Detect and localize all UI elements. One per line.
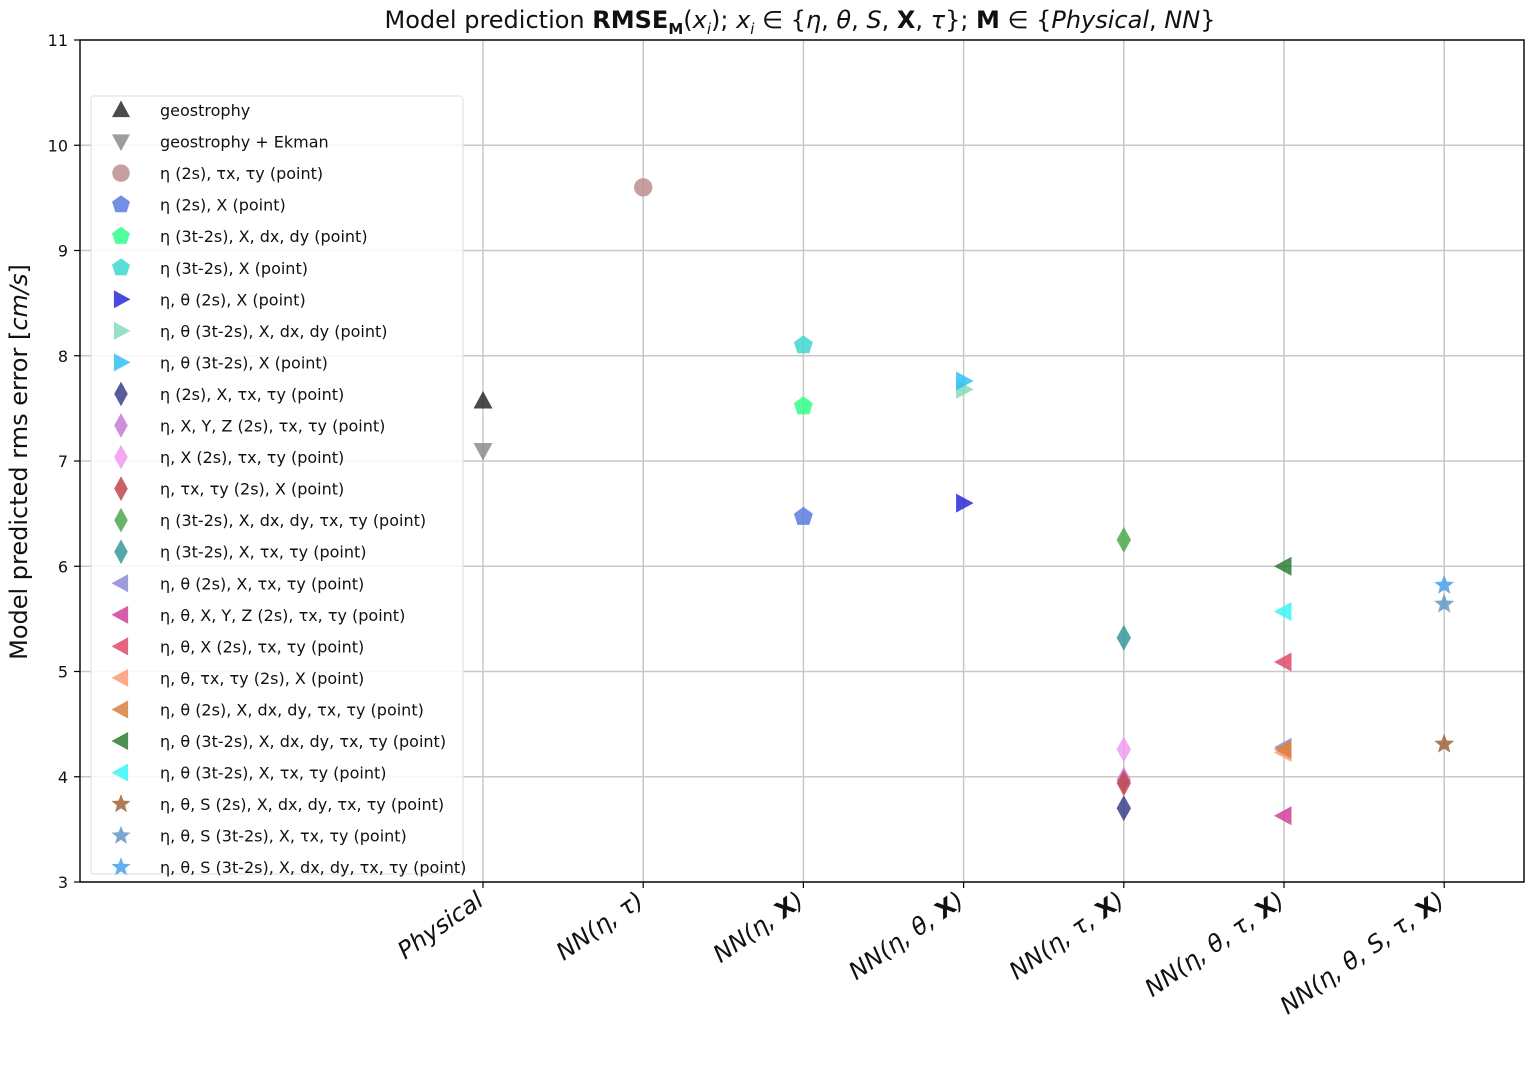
legend-marker xyxy=(112,226,130,244)
x-tick-label: NN(η, θ, τ, X) xyxy=(1140,886,1290,1003)
legend-marker xyxy=(111,605,129,624)
legend-label: η (2s), τx, τy (point) xyxy=(160,164,323,183)
x-tick-label: NN(η, τ, X) xyxy=(1004,886,1129,985)
data-point xyxy=(956,493,974,513)
legend-marker xyxy=(111,574,129,593)
chart-title: Model prediction RMSEM(xi); xi ∈ {η, θ, … xyxy=(385,6,1216,38)
data-point xyxy=(1434,574,1455,594)
data-point xyxy=(1274,652,1292,672)
y-tick-label: 11 xyxy=(48,31,68,50)
legend-marker xyxy=(112,100,130,118)
x-tick-label: NN(η, θ, S, τ, X) xyxy=(1275,886,1450,1020)
data-point xyxy=(1116,770,1131,797)
y-tick-label: 4 xyxy=(58,768,68,787)
legend-box xyxy=(90,95,464,875)
data-point xyxy=(793,396,813,415)
legend-label: η, θ, τx, τy (2s), X (point) xyxy=(160,669,364,688)
legend-marker xyxy=(111,637,129,656)
data-point xyxy=(1274,556,1292,576)
legend-label: η, τx, τy (2s), X (point) xyxy=(160,480,344,499)
legend-marker xyxy=(114,507,128,533)
data-point xyxy=(1434,733,1455,753)
legend-label: η, θ, X (2s), τx, τy (point) xyxy=(160,637,364,656)
legend-marker xyxy=(111,668,129,687)
legend-label: η, θ, S (3t-2s), X, τx, τy (point) xyxy=(160,827,407,846)
legend-label: η (3t-2s), X (point) xyxy=(160,259,308,278)
legend-label: η, X, Y, Z (2s), τx, τy (point) xyxy=(160,417,385,436)
legend-marker xyxy=(112,164,130,182)
legend-marker xyxy=(111,825,131,844)
legend-label: η (3t-2s), X, dx, dy (point) xyxy=(160,227,368,246)
data-point xyxy=(793,335,813,354)
legend-label: η, θ (3t-2s), X, dx, dy (point) xyxy=(160,322,388,341)
legend-label: η, θ (3t-2s), X (point) xyxy=(160,353,328,372)
data-point xyxy=(473,443,493,461)
data-point xyxy=(1116,526,1131,553)
plot-frame xyxy=(79,39,1525,883)
legend-label: η, θ (3t-2s), X, τx, τy (point) xyxy=(160,764,386,783)
legend-label: η (3t-2s), X, dx, dy, τx, τy (point) xyxy=(160,511,426,530)
legend-label: η (3t-2s), X, τx, τy (point) xyxy=(160,543,367,562)
y-tick-label: 10 xyxy=(48,136,68,155)
data-point xyxy=(473,391,493,409)
y-tick-label: 6 xyxy=(58,557,68,576)
legend-marker xyxy=(111,732,129,750)
data-point xyxy=(634,178,653,197)
y-tick-label: 3 xyxy=(58,873,68,892)
legend-label: η, θ (2s), X, τx, τy (point) xyxy=(160,574,364,593)
x-tick-label: NN(η, X) xyxy=(708,886,809,968)
legend-marker xyxy=(114,476,128,501)
y-tick-label: 7 xyxy=(58,452,68,471)
data-point xyxy=(793,506,813,525)
legend-marker xyxy=(114,444,128,470)
data-point xyxy=(1274,739,1292,759)
legend-marker xyxy=(113,353,131,372)
data-point xyxy=(956,371,974,391)
legend-label: η, θ, S (2s), X, dx, dy, τx, τy (point) xyxy=(160,795,444,814)
legend-marker xyxy=(111,857,131,876)
legend-marker xyxy=(113,290,131,309)
y-tick-label: 5 xyxy=(58,663,68,682)
data-points xyxy=(473,178,1455,826)
legend-label: η (2s), X (point) xyxy=(160,196,286,215)
x-tick-label: NN(η, τ) xyxy=(551,886,649,966)
legend-label: η, θ, X, Y, Z (2s), τx, τy (point) xyxy=(160,606,405,625)
legend-marker xyxy=(111,794,131,813)
legend-label: η, X (2s), τx, τy (point) xyxy=(160,448,344,467)
y-axis-label: Model predicted rms error [cm/s] xyxy=(5,264,33,660)
legend-marker xyxy=(114,381,128,407)
legend-marker xyxy=(112,258,130,276)
x-tick-label: NN(η, θ, X) xyxy=(844,886,969,986)
x-tick-label: Physical xyxy=(392,886,488,965)
y-tick-label: 9 xyxy=(58,242,68,261)
legend-marker xyxy=(114,539,128,565)
data-point xyxy=(1116,624,1131,651)
legend-label: geostrophy + Ekman xyxy=(160,133,329,152)
legend-marker xyxy=(112,134,130,152)
data-point xyxy=(1116,736,1131,763)
legend-marker xyxy=(113,321,131,340)
y-tick-label: 8 xyxy=(58,347,68,366)
data-point xyxy=(1274,806,1292,826)
legend-marker xyxy=(114,413,128,438)
data-point xyxy=(1274,602,1292,621)
data-point xyxy=(1434,593,1455,613)
data-point xyxy=(1116,795,1131,822)
legend-label: η, θ, S (3t-2s), X, dx, dy, τx, τy (poin… xyxy=(160,858,466,877)
legend-marker xyxy=(111,763,129,782)
legend-label: geostrophy xyxy=(160,101,250,120)
legend-label: η, θ (2s), X (point) xyxy=(160,290,306,309)
legend: geostrophy geostrophy + Ekman η (2s), τx, … xyxy=(90,95,466,877)
legend-label: η, θ (2s), X, dx, dy, τx, τy (point) xyxy=(160,700,424,719)
legend-label: η, θ (3t-2s), X, dx, dy, τx, τy (point) xyxy=(160,732,446,751)
legend-marker xyxy=(111,700,129,719)
legend-marker xyxy=(112,195,130,213)
legend-label: η (2s), X, τx, τy (point) xyxy=(160,385,344,404)
